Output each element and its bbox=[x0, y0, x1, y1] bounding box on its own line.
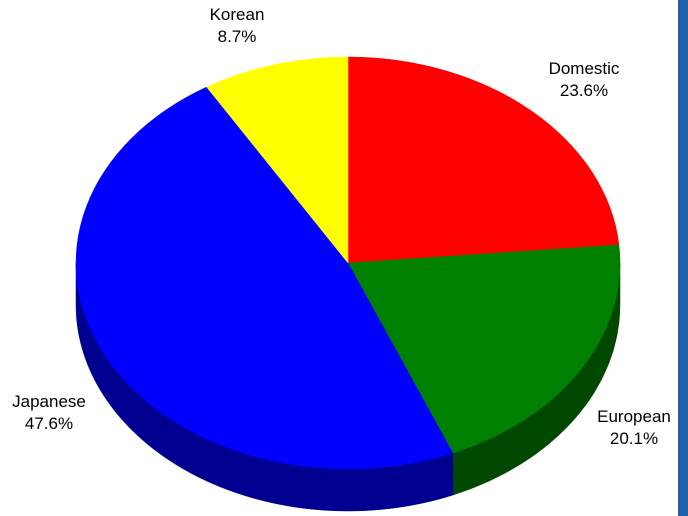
pie-slice-japanese bbox=[75, 86, 454, 470]
label-japanese-name: Japanese bbox=[12, 392, 86, 411]
label-korean: Korean 8.7% bbox=[197, 4, 277, 48]
right-frame-bar bbox=[678, 0, 688, 516]
pie-top-faces bbox=[75, 56, 621, 470]
label-japanese-value: 47.6% bbox=[24, 414, 74, 433]
label-korean-name: Korean bbox=[209, 5, 265, 24]
label-european-value: 20.1% bbox=[609, 429, 659, 448]
label-european: European 20.1% bbox=[587, 406, 681, 450]
label-domestic-value: 23.6% bbox=[559, 81, 609, 100]
label-korean-value: 8.7% bbox=[217, 27, 257, 46]
label-european-name: European bbox=[597, 407, 671, 426]
label-domestic: Domestic 23.6% bbox=[535, 58, 633, 102]
pie-slice-domestic bbox=[347, 56, 620, 264]
pie-slice-european bbox=[347, 244, 621, 454]
label-japanese: Japanese 47.6% bbox=[0, 391, 98, 435]
pie-slice-korean bbox=[206, 56, 349, 264]
label-domestic-name: Domestic bbox=[548, 59, 620, 78]
